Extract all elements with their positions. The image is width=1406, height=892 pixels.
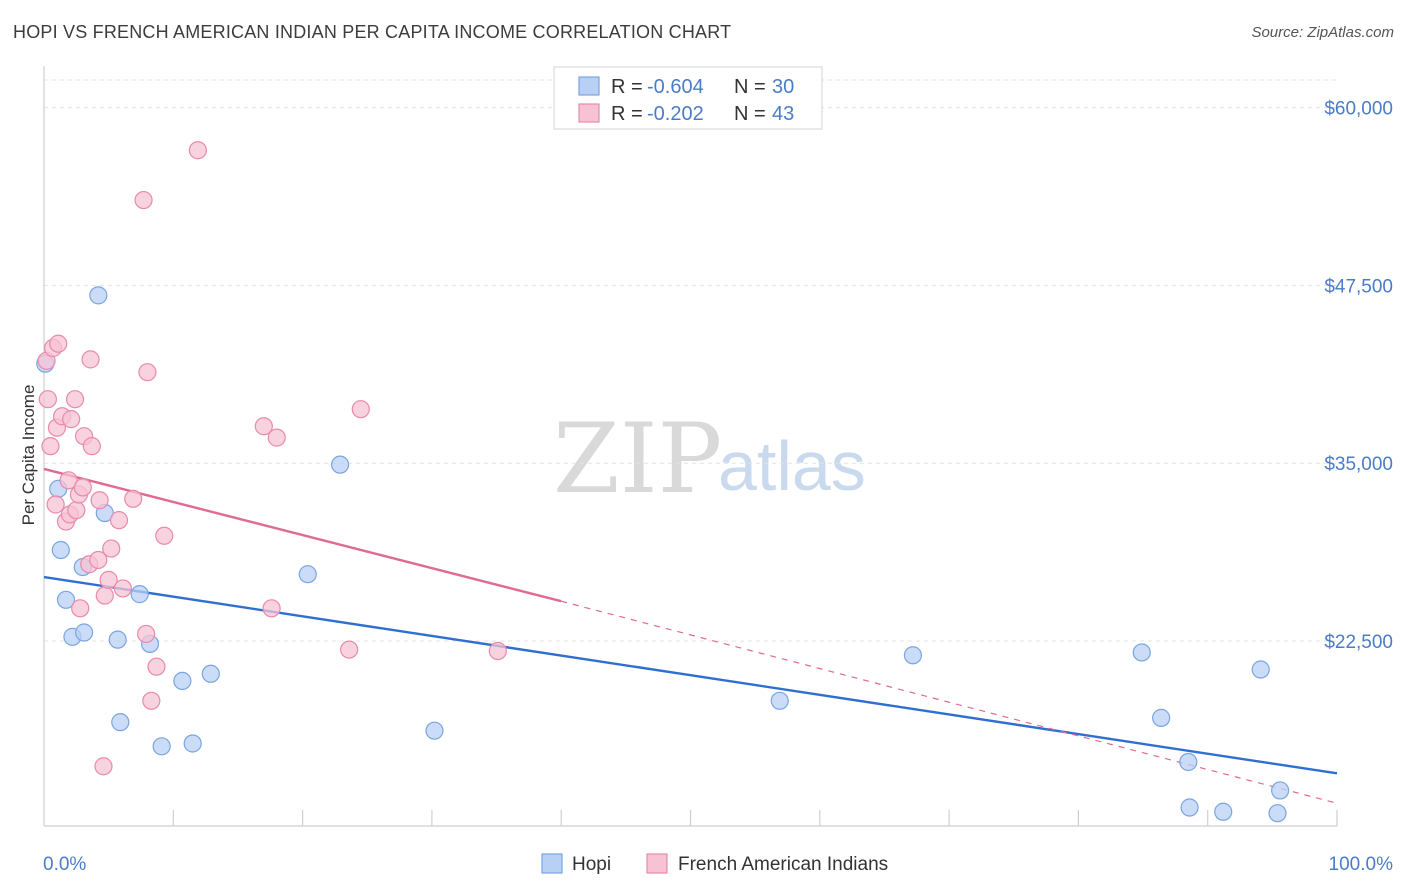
legend-r-label-hopi: R = [611, 76, 643, 98]
gridlines [44, 79, 1341, 642]
point-hopi-24 [1179, 752, 1198, 772]
point-hopi-27 [1251, 660, 1270, 679]
x-tick-min: 0.0% [43, 854, 86, 875]
point-french-15 [71, 599, 90, 618]
point-french-40 [340, 640, 359, 659]
point-hopi-23 [1152, 708, 1171, 727]
point-french-37 [254, 417, 273, 436]
point-french-20 [82, 437, 101, 456]
point-french-36 [188, 141, 207, 160]
point-french-12 [65, 390, 85, 409]
point-french-21 [89, 550, 108, 570]
point-hopi-3 [56, 590, 76, 609]
bottom-legend-swatch-french [646, 853, 668, 874]
legend-swatch-hopi [578, 76, 600, 96]
point-hopi-9 [108, 630, 127, 649]
y-tick-label-1: $35,000 [1324, 454, 1393, 475]
bottom-legend-swatch-hopi [541, 853, 563, 874]
point-hopi-14 [173, 671, 192, 690]
point-french-35 [155, 526, 174, 545]
point-hopi-28 [1268, 804, 1287, 823]
point-french-23 [94, 757, 113, 776]
x-tick-max: 100.0% [1329, 854, 1394, 875]
point-hopi-2 [51, 540, 70, 560]
point-french-32 [138, 363, 157, 382]
point-hopi-16 [201, 664, 220, 683]
point-french-22 [90, 491, 109, 510]
legend-r-value-french: -0.202 [647, 103, 704, 125]
bottom-legend-label-french: French American Indians [678, 854, 888, 875]
y-tick-label-0: $22,500 [1324, 632, 1393, 653]
point-french-19 [81, 350, 100, 369]
point-french-9 [59, 471, 78, 490]
trend-extension-french [561, 600, 1338, 804]
point-french-28 [113, 579, 132, 598]
point-hopi-21 [903, 646, 922, 665]
chart-title: HOPI VS FRENCH AMERICAN INDIAN PER CAPIT… [13, 22, 732, 42]
legend-n-label-hopi: N = [734, 76, 766, 98]
point-hopi-29 [1271, 781, 1290, 800]
point-hopi-13 [152, 737, 171, 756]
point-french-25 [99, 570, 118, 589]
watermark-zip: ZIP [553, 403, 722, 515]
point-french-27 [109, 511, 129, 530]
point-hopi-25 [1180, 798, 1199, 817]
point-hopi-26 [1214, 802, 1233, 821]
legend-swatch-french [578, 103, 600, 123]
point-french-1 [38, 390, 57, 409]
bottom-legend-label-hopi: Hopi [572, 854, 611, 875]
watermark: ZIP atlas [553, 403, 866, 515]
watermark-atlas: atlas [718, 427, 866, 505]
trend-lines [43, 467, 1338, 804]
legend-r-label-french: R = [611, 103, 643, 125]
point-french-16 [73, 478, 92, 497]
legend-n-value-french: 43 [772, 103, 794, 125]
point-french-42 [488, 641, 507, 661]
legend-n-label-french: N = [734, 103, 766, 125]
y-tick-labels: $22,500 $35,000 $47,500 $60,000 [1324, 99, 1393, 653]
point-french-24 [95, 586, 114, 605]
data-points [36, 141, 1290, 823]
point-french-2 [41, 437, 60, 456]
point-hopi-7 [89, 286, 108, 305]
legend-r-value-hopi: -0.604 [647, 76, 704, 98]
point-hopi-17 [298, 565, 317, 584]
point-hopi-18 [330, 455, 350, 474]
point-french-30 [134, 190, 153, 210]
legend-n-value-hopi: 30 [772, 76, 794, 98]
point-french-26 [102, 539, 121, 558]
bottom-legend: Hopi French American Indians [541, 853, 888, 875]
point-hopi-19 [425, 721, 444, 740]
point-hopi-22 [1132, 643, 1151, 662]
point-french-31 [137, 624, 156, 644]
trend-line-hopi [43, 575, 1338, 775]
point-french-4 [46, 495, 65, 514]
point-french-41 [351, 400, 370, 419]
point-hopi-6 [74, 623, 94, 642]
y-axis-label: Per Capita Income [19, 385, 38, 526]
source-credit: Source: ZipAtlas.com [1251, 24, 1394, 41]
point-french-11 [62, 410, 81, 429]
point-hopi-11 [130, 585, 149, 604]
point-french-29 [124, 489, 143, 508]
point-hopi-20 [770, 691, 789, 710]
point-french-34 [147, 657, 166, 676]
y-tick-label-2: $47,500 [1324, 276, 1393, 297]
point-french-33 [142, 691, 161, 710]
point-hopi-15 [183, 734, 202, 753]
point-french-39 [267, 428, 286, 447]
y-tick-label-3: $60,000 [1324, 99, 1393, 120]
point-hopi-10 [111, 713, 130, 732]
point-french-13 [67, 501, 86, 520]
point-french-38 [262, 599, 281, 618]
point-french-6 [49, 334, 68, 353]
stats-legend: R = -0.604 N = 30 R = -0.202 N = 43 [553, 66, 823, 130]
